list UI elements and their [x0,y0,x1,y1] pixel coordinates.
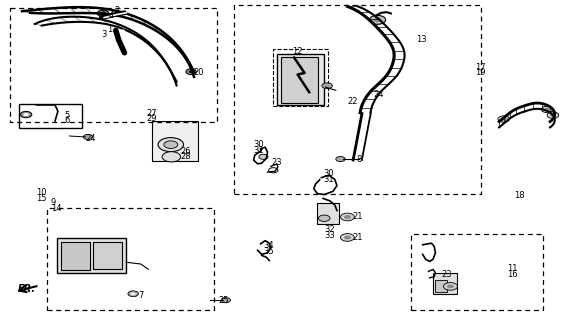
Circle shape [447,284,454,288]
Text: 4: 4 [109,11,114,20]
Text: 25: 25 [219,296,229,305]
Text: 17: 17 [475,63,485,72]
Bar [277,54,324,105]
Circle shape [444,283,457,290]
Text: 19: 19 [475,68,485,77]
Circle shape [322,83,332,89]
Circle shape [131,292,135,295]
Text: 27: 27 [146,109,156,118]
Text: 28: 28 [181,152,191,161]
Text: 32: 32 [324,225,335,234]
Bar [93,242,122,269]
Text: 15: 15 [36,194,46,203]
Text: 11: 11 [507,264,518,273]
Text: 35: 35 [263,247,274,256]
Circle shape [128,291,138,297]
Circle shape [83,134,93,140]
Bar [19,104,82,128]
Bar [57,238,126,273]
Bar [433,273,457,294]
Text: 24: 24 [86,134,96,143]
Circle shape [344,215,351,219]
Circle shape [501,117,507,121]
Text: 31: 31 [254,146,264,155]
Circle shape [186,69,196,75]
Text: 29: 29 [146,114,156,123]
Bar [317,203,339,224]
Text: 30: 30 [254,140,264,149]
Text: 9: 9 [51,198,56,207]
Bar [152,121,198,161]
Circle shape [162,152,181,162]
Circle shape [340,213,354,221]
Bar [435,280,447,292]
Text: 18: 18 [514,191,525,200]
Text: 26: 26 [181,147,191,156]
Bar [273,49,328,106]
Circle shape [373,18,382,22]
Circle shape [340,234,354,241]
Text: 21: 21 [352,233,362,242]
Circle shape [369,15,386,24]
Bar [281,57,318,103]
Text: 23: 23 [271,158,281,167]
Circle shape [544,108,550,111]
Text: 2: 2 [115,6,120,15]
Circle shape [221,298,230,303]
Text: 23: 23 [441,270,452,279]
Circle shape [318,215,330,221]
Circle shape [100,12,106,15]
Text: 1: 1 [107,25,112,34]
Text: 22: 22 [347,97,358,106]
Circle shape [550,114,556,117]
Text: 31: 31 [323,175,334,184]
Text: 14: 14 [51,204,61,213]
Text: 24: 24 [373,90,384,99]
Circle shape [158,138,184,152]
Text: 10: 10 [36,188,46,197]
Circle shape [23,113,29,116]
Circle shape [259,154,268,159]
Text: 3: 3 [101,30,107,39]
Circle shape [498,116,510,122]
Circle shape [547,112,559,118]
Text: 6: 6 [65,116,70,125]
Text: 30: 30 [323,169,334,178]
Text: 13: 13 [416,35,426,44]
Circle shape [164,141,178,148]
Text: 12: 12 [292,47,302,56]
Text: 21: 21 [352,212,362,221]
Text: 33: 33 [324,231,335,240]
Text: 20: 20 [193,68,204,77]
Circle shape [336,156,345,162]
Text: FR.: FR. [18,284,36,294]
Text: 7: 7 [138,291,143,300]
Circle shape [97,10,109,17]
Circle shape [20,111,32,118]
Bar [61,242,90,270]
Text: 5: 5 [65,111,70,120]
Text: 34: 34 [263,241,274,250]
Text: 8: 8 [356,156,361,164]
Text: 16: 16 [507,270,518,279]
Circle shape [189,70,193,73]
Circle shape [541,106,553,113]
Circle shape [344,236,351,239]
